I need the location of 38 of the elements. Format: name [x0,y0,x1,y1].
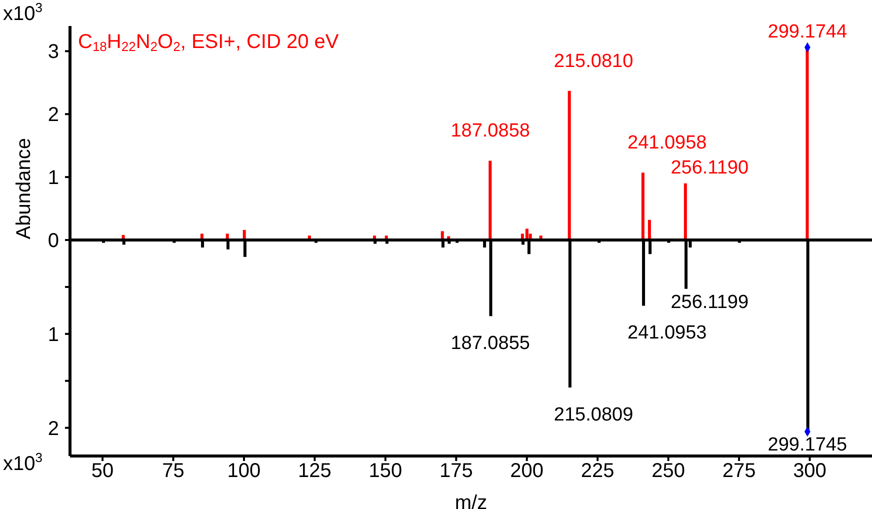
x-tick-label: 200 [510,460,544,482]
bar [684,183,687,240]
y-tick-label: 0 [48,230,59,252]
bar [806,47,809,240]
bar [488,160,492,240]
x-axis-title: m/z [454,492,488,509]
x-tick-label: 125 [298,460,332,482]
x-tick-label: 175 [439,460,473,482]
x-tick-label: 250 [652,460,686,482]
annotation: 256.1199 [670,292,749,313]
x-tick-label: 100 [227,460,261,482]
text: x10$^{3}$ [3,0,42,25]
x-tick-label: 225 [580,460,614,482]
annotation: 299.1745 [768,434,848,456]
text: C$_{18}$H$_{22}$N$_{2}$O$_{2}$, ESI+, CID 20 eV [78,31,339,54]
annotation: 187.0858 [450,120,530,142]
annotation: 187.0855 [450,333,530,354]
y-tick-label: 2 [48,418,59,440]
x-tick-label: 75 [162,460,184,482]
annotation: 256.1190 [670,157,749,178]
y-axis-title: Abundance [13,138,35,240]
annotation: 215.0809 [554,404,634,426]
y-tick-label: 2 [48,104,59,126]
annotation: 241.0953 [628,322,707,344]
y-tick-label: 1 [48,324,59,346]
annotation: 241.0958 [628,132,707,154]
y-tick-label: 1 [48,167,59,190]
x-tick-label: 300 [793,460,826,482]
x-tick-label: 150 [368,460,402,482]
x-tick-label: 50 [91,460,114,482]
text: x10$^{3}$ [3,450,42,475]
annotation: 215.0810 [554,50,634,72]
y-tick-label: 3 [48,41,59,64]
bar [641,172,644,240]
annotation: 299.1744 [768,21,848,42]
x-tick-label: 275 [722,460,756,482]
bar [568,90,571,240]
bar [648,220,651,240]
